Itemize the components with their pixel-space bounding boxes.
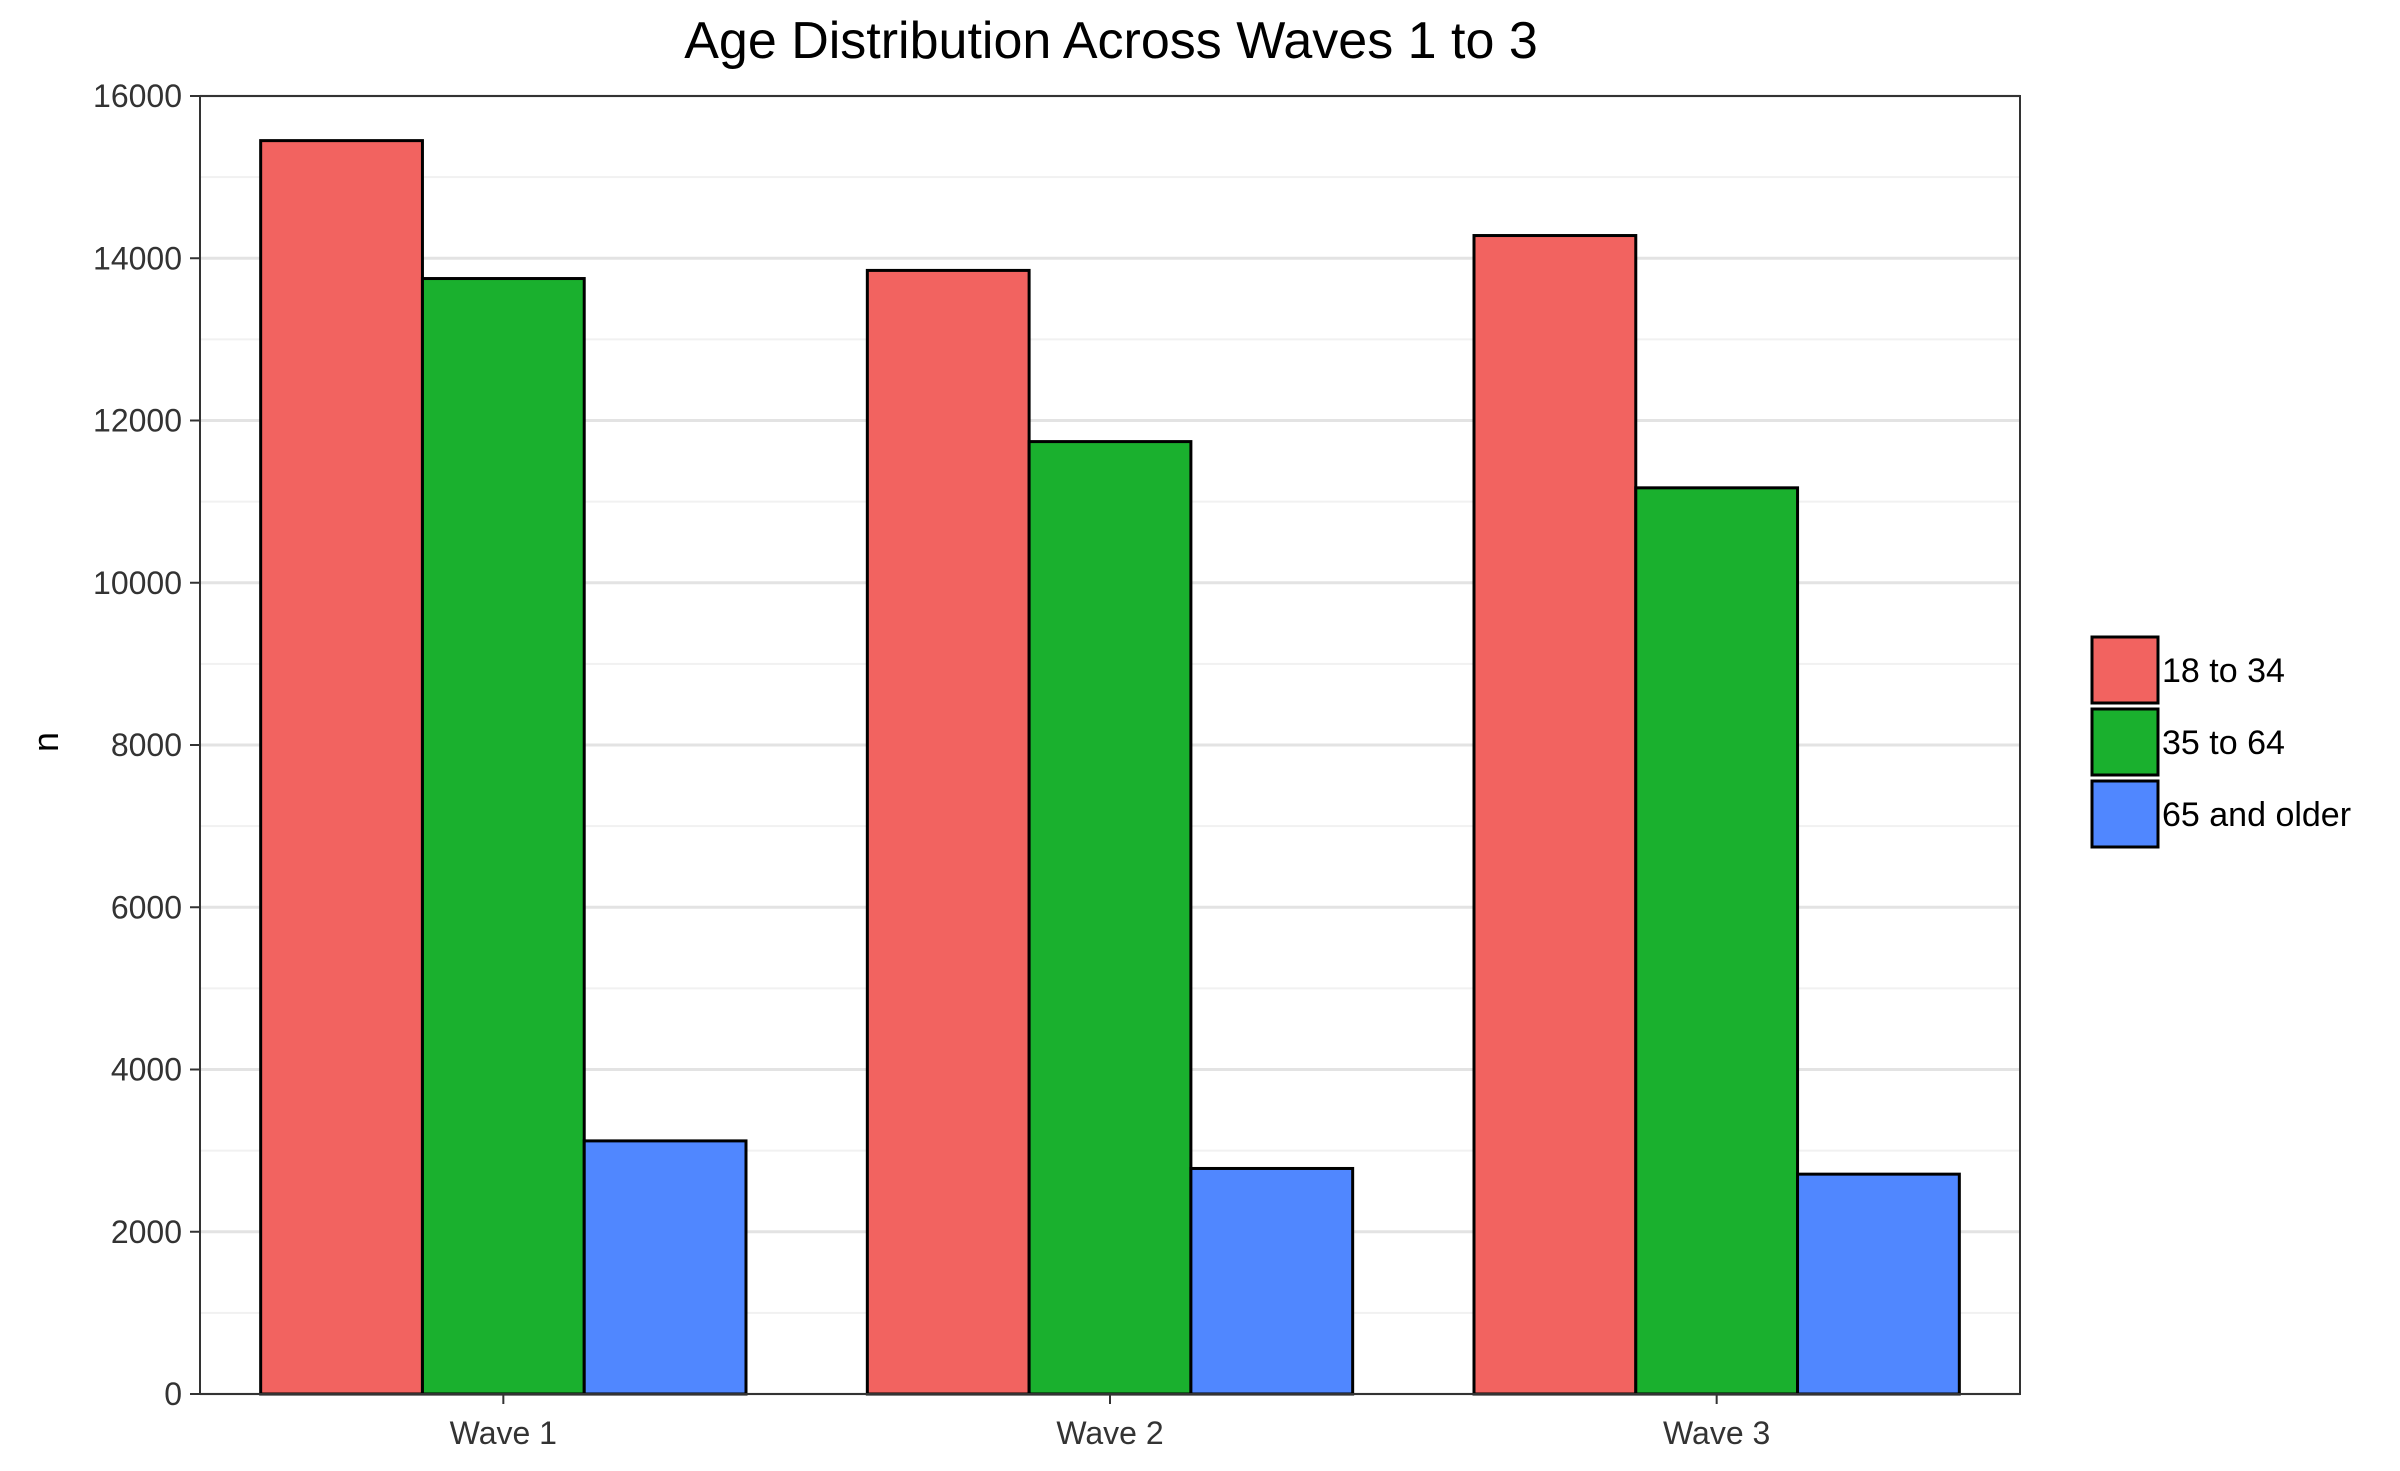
y-tick-label: 14000	[93, 240, 182, 276]
y-tick-label: 2000	[111, 1214, 182, 1250]
legend-label: 65 and older	[2162, 796, 2351, 834]
y-tick-label: 6000	[111, 889, 182, 925]
legend-label: 18 to 34	[2162, 652, 2285, 690]
x-tick-label: Wave 3	[1663, 1415, 1770, 1451]
legend-key-18-to-34	[2090, 635, 2160, 705]
y-axis-title: n	[25, 732, 66, 752]
bar-35-to-64-wave-1	[420, 277, 586, 1396]
bar-65-and-older-wave-3	[1796, 1172, 1961, 1396]
bar-35-to-64-wave-2	[1027, 440, 1193, 1396]
y-tick-label: 0	[164, 1376, 182, 1412]
y-tick-label: 12000	[93, 403, 182, 439]
y-tick-label: 8000	[111, 727, 182, 763]
legend: 18 to 34 35 to 64 65 and older	[2090, 635, 2351, 849]
y-tick-label: 16000	[93, 78, 182, 114]
bar-35-to-64-wave-3	[1634, 486, 1800, 1396]
bar-65-and-older-wave-1	[582, 1139, 748, 1396]
x-tick-label: Wave 2	[1056, 1415, 1163, 1451]
y-tick-label: 4000	[111, 1052, 182, 1088]
bar-18-to-34-wave-3	[1472, 234, 1638, 1396]
axes: 0 2000 4000 6000 8000 10000 12000 14000 16000 Wav…	[93, 78, 1770, 1451]
bars	[259, 139, 1961, 1396]
bar-18-to-34-wave-2	[865, 268, 1031, 1396]
chart-title: Age Distribution Across Waves 1 to 3	[684, 12, 1538, 70]
x-tick-label: Wave 1	[450, 1415, 557, 1451]
legend-label: 35 to 64	[2162, 724, 2285, 762]
legend-key-35-to-64	[2090, 707, 2160, 777]
bar-18-to-34-wave-1	[259, 139, 424, 1396]
bar-65-and-older-wave-2	[1189, 1166, 1355, 1396]
legend-key-65-and-older	[2090, 779, 2160, 849]
y-tick-label: 10000	[93, 565, 182, 601]
